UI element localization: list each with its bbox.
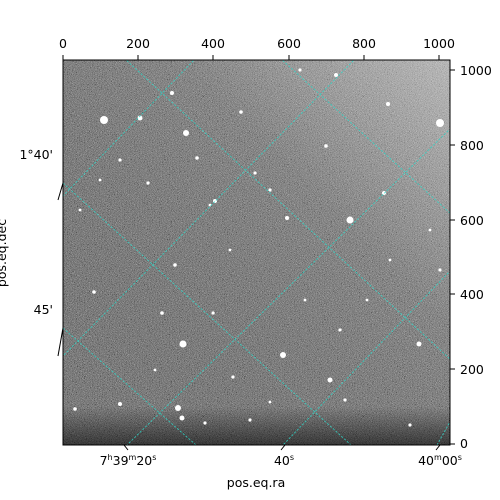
astronomy-image [63,60,450,445]
dec-tick-label: 1°40' [19,147,53,162]
star-source [408,423,412,427]
top-tick-label: 800 [352,36,376,51]
dec-tick-label: 45' [34,302,53,317]
ra-tick-label: 40m00s [418,453,462,468]
star-source [137,115,143,121]
right-tick-label: 800 [460,138,484,153]
star-source [416,341,422,347]
star-source [118,158,122,162]
star-source [73,407,77,411]
star-source [428,228,432,232]
star-source [100,116,108,124]
ra-tick-label: 7h39m20s [100,453,157,468]
star-source [179,415,185,421]
x-axis-label: pos.eq.ra [227,475,285,490]
star-source [203,421,207,425]
star-source [253,171,257,175]
right-pixel-axis: 0 200 400 600 800 1000 [450,63,492,451]
star-source [334,73,338,77]
star-source [179,340,187,348]
star-source [386,102,390,106]
top-tick-label: 200 [126,36,150,51]
star-source [248,418,252,422]
star-source [239,110,243,114]
star-source [92,290,96,294]
dec-axis: 1°40' 45' pos.eq.dec [0,147,64,357]
star-source [438,268,442,272]
star-source [388,258,392,262]
star-source [231,375,235,379]
star-source [98,178,102,182]
ra-tick-label: 40s [274,453,294,468]
top-tick-label: 400 [201,36,225,51]
star-source [173,263,177,267]
top-tick-label: 0 [59,36,67,51]
right-tick-label: 200 [460,362,484,377]
image-frame [62,59,451,446]
star-source [327,377,333,383]
star-source [268,400,272,404]
top-tick-label: 600 [277,36,301,51]
y-axis-label: pos.eq.dec [0,219,9,287]
star-source [298,68,302,72]
star-source [175,405,181,411]
star-source [343,398,347,402]
star-source [228,248,232,252]
star-source [211,311,215,315]
star-source [118,402,122,406]
star-source [146,181,150,185]
top-pixel-axis: 0 200 400 600 800 1000 [59,36,455,60]
ra-axis: 7h39m20s 40s 40m00s pos.eq.ra [100,444,462,490]
star-source [303,298,307,302]
star-source [324,144,328,148]
star-source [195,156,199,160]
right-tick-label: 400 [460,287,484,302]
star-source [183,130,189,136]
star-source [170,91,174,95]
star-source [285,216,289,220]
star-sources [73,68,444,427]
star-source [160,311,164,315]
star-source [268,188,272,192]
star-source [436,119,444,127]
star-source [78,208,82,212]
coordinate-grid [63,60,450,445]
right-tick-label: 1000 [460,63,492,78]
star-source [280,352,286,358]
star-source [346,216,354,224]
star-source [338,328,342,332]
top-tick-label: 1000 [423,36,455,51]
star-source [365,298,369,302]
right-tick-label: 600 [460,213,484,228]
star-source [153,368,157,372]
right-tick-label: 0 [460,436,468,451]
